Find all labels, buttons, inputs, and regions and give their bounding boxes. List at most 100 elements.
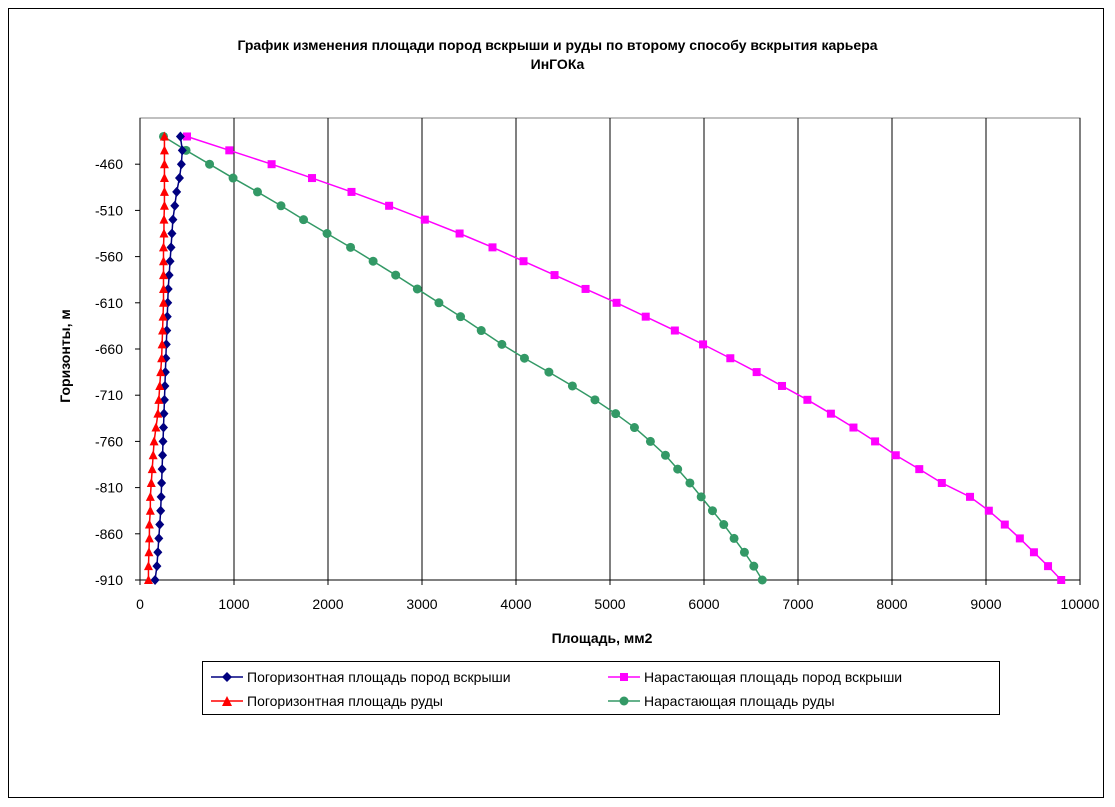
triangle-point bbox=[159, 186, 169, 196]
circle-point bbox=[567, 381, 577, 391]
square-point bbox=[581, 284, 590, 293]
square-point bbox=[420, 215, 429, 224]
y-tick-label: -810 bbox=[95, 480, 123, 496]
square-point bbox=[966, 492, 975, 501]
diamond-point bbox=[157, 464, 167, 475]
triangle-point bbox=[159, 270, 168, 280]
square-point bbox=[915, 465, 924, 474]
series-layer bbox=[143, 131, 1066, 585]
triangle-point bbox=[151, 422, 161, 432]
triangle-point bbox=[149, 436, 159, 446]
diamond-point bbox=[159, 422, 168, 433]
square-point bbox=[891, 451, 900, 460]
grid-layer bbox=[139, 117, 1081, 581]
y-tick-label: -860 bbox=[95, 526, 123, 542]
circle-point bbox=[497, 339, 507, 349]
square-point bbox=[267, 160, 276, 169]
circle-point bbox=[739, 547, 749, 557]
diamond-point bbox=[167, 228, 177, 239]
x-tick-label: 2000 bbox=[312, 596, 343, 612]
triangle-point bbox=[159, 159, 169, 169]
circle-point bbox=[412, 284, 422, 294]
triangle-point bbox=[159, 214, 169, 224]
triangle-point bbox=[159, 200, 169, 210]
circle-point bbox=[391, 270, 401, 280]
square-point bbox=[1000, 520, 1009, 529]
triangle-point bbox=[157, 353, 167, 363]
triangle-point bbox=[158, 311, 168, 321]
x-tick-label: 5000 bbox=[594, 596, 625, 612]
triangle-point bbox=[159, 228, 169, 238]
x-tick-label: 0 bbox=[136, 596, 144, 612]
x-tick-label: 3000 bbox=[406, 596, 437, 612]
square-point bbox=[752, 368, 761, 377]
circle-point bbox=[368, 256, 378, 266]
y-tick-label: -760 bbox=[95, 433, 123, 449]
triangle-point bbox=[144, 533, 154, 543]
circle-point bbox=[590, 395, 600, 405]
square-point bbox=[612, 298, 621, 307]
y-tick-label: -710 bbox=[95, 387, 123, 403]
diamond-point bbox=[176, 159, 186, 170]
chart-title: График изменения площади пород вскрыши и… bbox=[0, 36, 1115, 74]
circle-point bbox=[322, 229, 332, 238]
diamond-point bbox=[156, 505, 166, 516]
square-point bbox=[641, 312, 650, 321]
legend-item-ore-per-level: Погоризонтная площадь руды bbox=[211, 691, 443, 711]
circle-point bbox=[611, 409, 621, 419]
diamond-point bbox=[172, 186, 182, 197]
y-tick-label: -460 bbox=[95, 156, 123, 172]
triangle-point bbox=[157, 339, 167, 349]
diamond-point bbox=[166, 242, 176, 253]
circle-point bbox=[253, 187, 262, 197]
triangle-point bbox=[145, 505, 155, 515]
diamond-point bbox=[177, 145, 187, 156]
triangle-point bbox=[159, 145, 169, 155]
triangle-point bbox=[144, 547, 154, 557]
x-tick-label: 1000 bbox=[218, 596, 249, 612]
circle-point bbox=[299, 215, 309, 225]
square-point bbox=[1044, 562, 1053, 571]
square-point bbox=[1029, 548, 1038, 557]
square-point bbox=[225, 146, 234, 155]
square-point bbox=[550, 271, 559, 280]
diamond-point bbox=[155, 519, 165, 530]
square-point bbox=[183, 132, 191, 141]
legend-swatch-overburden-per-level bbox=[211, 672, 243, 682]
diamond-point bbox=[152, 561, 162, 572]
circle-point bbox=[696, 492, 706, 502]
axes-layer bbox=[135, 118, 1081, 585]
triangle-point bbox=[159, 283, 168, 293]
diamond-point bbox=[159, 408, 169, 419]
square-point bbox=[803, 395, 812, 404]
x-tick-label: 9000 bbox=[970, 596, 1001, 612]
y-tick-label: -610 bbox=[95, 295, 123, 311]
legend-label-overburden-cumulative: Нарастающая площадь пород вскрыши bbox=[644, 669, 903, 685]
circle-point bbox=[645, 436, 655, 446]
circle-point bbox=[205, 159, 215, 169]
legend-label-ore-cumulative: Нарастающая площадь руды bbox=[644, 693, 835, 709]
circle-point bbox=[456, 312, 466, 322]
x-tick-label: 4000 bbox=[500, 596, 531, 612]
x-tick-label: 6000 bbox=[688, 596, 719, 612]
triangle-point bbox=[153, 408, 163, 418]
legend-swatch-overburden-cumulative bbox=[608, 673, 640, 681]
x-tick-label: 7000 bbox=[782, 596, 813, 612]
legend-label-overburden-per-level: Погоризонтная площадь пород вскрыши bbox=[247, 669, 511, 685]
square-point bbox=[1057, 576, 1066, 584]
x-axis-title: Площадь, мм2 bbox=[552, 630, 653, 646]
triangle-point bbox=[159, 242, 168, 252]
diamond-point bbox=[153, 547, 163, 558]
chart-title-line-1: График изменения площади пород вскрыши и… bbox=[237, 37, 878, 53]
triangle-point bbox=[156, 367, 166, 377]
triangle-point bbox=[154, 394, 164, 404]
diamond-point bbox=[156, 491, 166, 502]
chart-title-line-2: ИнГОКа bbox=[530, 56, 585, 72]
triangle-point bbox=[159, 256, 168, 266]
legend-item-ore-cumulative: Нарастающая площадь руды bbox=[608, 691, 835, 711]
diamond-point bbox=[174, 173, 184, 184]
y-tick-label: -560 bbox=[95, 249, 123, 265]
triangle-point bbox=[144, 519, 154, 529]
circle-point bbox=[757, 575, 767, 585]
